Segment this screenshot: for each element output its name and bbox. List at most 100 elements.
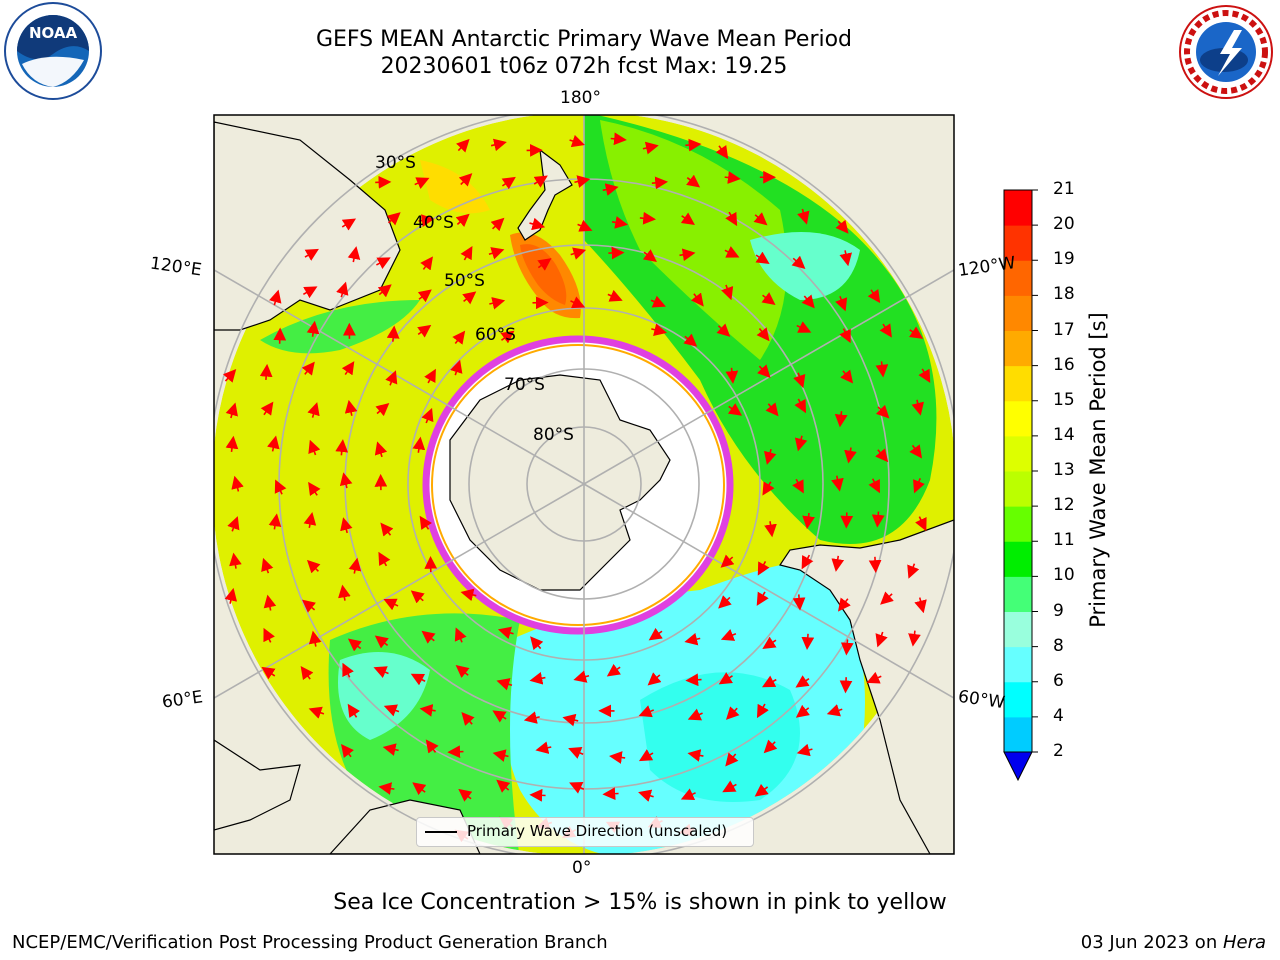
wave-direction-arrow	[648, 627, 663, 641]
wave-direction-arrow	[639, 211, 657, 225]
wave-direction-arrow	[523, 711, 540, 724]
wave-direction-arrow	[764, 448, 777, 465]
meridian-label-0: 0°	[572, 858, 592, 878]
wave-direction-arrow	[378, 782, 395, 795]
wave-direction-arrow	[680, 788, 696, 801]
wave-direction-arrow	[420, 256, 433, 271]
wave-direction-arrow	[225, 402, 238, 419]
wave-direction-arrow	[826, 704, 843, 717]
wave-direction-arrow	[308, 706, 325, 719]
colorbar-tick-label: 11	[1053, 530, 1075, 551]
south-america-landmass	[779, 519, 954, 854]
wave-direction-arrow	[875, 404, 890, 419]
wave-direction-arrow	[607, 289, 623, 302]
latitude-label-50s: 50°S	[444, 271, 485, 291]
colorbar-segment	[1004, 260, 1032, 296]
wave-direction-arrow	[725, 706, 740, 720]
colorbar-tick-label: 20	[1053, 214, 1075, 235]
wave-direction-arrow	[417, 324, 432, 338]
wave-direction-arrow	[577, 219, 593, 232]
wave-direction-arrow	[452, 330, 466, 345]
wave-direction-arrow	[425, 739, 439, 754]
wave-direction-arrow	[421, 407, 434, 424]
colorbar-label: Primary Wave Mean Period [s]	[1086, 312, 1110, 628]
wave-direction-arrow	[339, 472, 353, 489]
wave-direction-arrow	[650, 295, 666, 308]
colorbar-tick-label: 19	[1053, 249, 1075, 270]
wave-direction-arrow	[231, 475, 244, 492]
wave-direction-arrow	[762, 481, 775, 496]
colorbar-tick-label: 4	[1053, 705, 1064, 726]
wave-direction-arrow	[373, 666, 389, 679]
wave-direction-arrow	[611, 216, 629, 229]
wave-direction-arrow	[537, 258, 552, 271]
wave-direction-arrow	[602, 787, 619, 801]
wave-direction-arrow	[419, 703, 436, 717]
wave-direction-arrow	[455, 664, 470, 679]
colorbar	[1003, 189, 1038, 782]
colorbar-tick-label: 16	[1053, 354, 1075, 375]
wave-direction-arrow	[638, 789, 654, 802]
chart-subtitle: 20230601 t06z 072h fcst Max: 19.25	[380, 54, 788, 79]
wave-direction-arrow	[347, 638, 362, 652]
wave-direction-arrow	[530, 636, 544, 651]
wave-direction-arrow	[866, 671, 882, 684]
wave-direction-arrow	[375, 402, 390, 417]
colorbar-segment	[1004, 365, 1032, 402]
wave-direction-arrow	[761, 292, 776, 305]
wave-direction-arrow	[489, 297, 506, 310]
legend-line-sample	[425, 831, 457, 833]
colorbar-segment	[1004, 471, 1032, 507]
wave-direction-arrow	[274, 479, 287, 495]
wave-direction-arrow	[261, 666, 276, 680]
australia-landmass	[214, 121, 401, 331]
wave-direction-arrow	[642, 249, 657, 262]
wave-direction-arrow	[336, 281, 349, 298]
wave-direction-arrow	[456, 138, 470, 153]
latitude-label-80s: 80°S	[533, 425, 574, 445]
wave-direction-arrow	[308, 481, 321, 497]
wave-direction-arrow	[606, 663, 621, 677]
colorbar-segment	[1004, 681, 1032, 718]
wave-direction-arrow	[835, 295, 848, 312]
wave-direction-arrow	[801, 554, 814, 570]
wave-direction-arrow	[909, 444, 923, 459]
wave-direction-arrow	[535, 741, 552, 754]
colorbar-segment	[1004, 506, 1032, 542]
wave-direction-arrow	[224, 587, 238, 604]
colorbar-segment	[1004, 295, 1032, 331]
wave-direction-arrow	[801, 633, 815, 651]
wave-direction-arrow	[725, 752, 739, 767]
wave-direction-arrow	[385, 370, 398, 386]
wave-direction-arrow	[497, 626, 514, 640]
wave-direction-arrow	[720, 629, 737, 641]
wave-direction-arrow	[341, 218, 357, 231]
wave-direction-arrow	[908, 630, 921, 647]
wave-direction-arrow	[880, 591, 894, 605]
date-text: 03 Jun 2023 on	[1080, 932, 1223, 953]
colorbar-tick-label: 8	[1053, 635, 1064, 656]
wave-direction-arrow	[801, 294, 815, 309]
wave-direction-arrow	[679, 248, 696, 262]
wave-direction-arrow	[756, 327, 770, 342]
nws-logo	[1179, 5, 1273, 99]
wave-direction-arrow	[410, 673, 426, 686]
wave-direction-arrow	[490, 138, 507, 152]
latitude-label-40s: 40°S	[413, 213, 454, 233]
wave-direction-arrow	[378, 551, 391, 567]
wave-direction-arrow	[757, 561, 770, 576]
colorbar-tick-label: 12	[1053, 495, 1075, 516]
wave-direction-arrow	[301, 599, 316, 613]
wave-direction-arrow	[908, 326, 924, 339]
wave-direction-arrow	[844, 447, 857, 464]
meridian-label-180: 180°	[560, 88, 601, 108]
wave-direction-arrow	[638, 705, 655, 718]
wave-direction-arrow	[797, 208, 810, 225]
colorbar-tick-label: 2	[1053, 741, 1064, 761]
wave-direction-arrow	[647, 672, 662, 686]
wave-direction-arrow	[718, 672, 733, 685]
wave-direction-arrow	[500, 330, 515, 344]
wave-direction-arrow	[383, 598, 399, 611]
wave-direction-arrow	[763, 739, 778, 754]
wave-direction-arrow	[765, 402, 779, 417]
